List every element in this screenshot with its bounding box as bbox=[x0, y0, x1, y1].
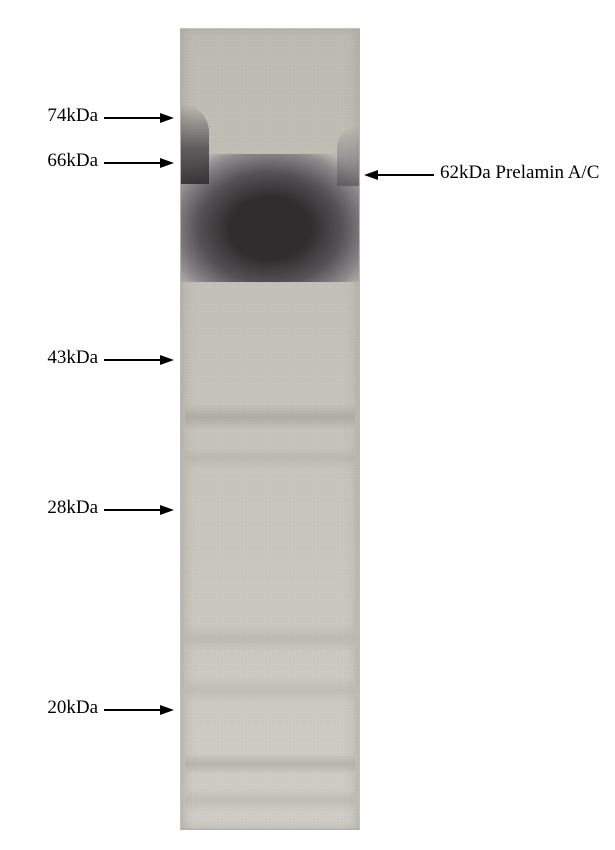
mw-marker-label: 74kDa bbox=[47, 105, 98, 127]
mw-marker-label: 28kDa bbox=[47, 497, 98, 519]
band-band-below-20 bbox=[185, 789, 355, 811]
arrow-right-icon bbox=[104, 502, 176, 518]
band-band-mid-2 bbox=[185, 677, 355, 703]
target-band-label: 62kDa Prelamin A/C bbox=[440, 162, 599, 184]
band-tail-right bbox=[337, 126, 359, 186]
mw-marker-label: 43kDa bbox=[47, 347, 98, 369]
band-tail-left bbox=[181, 104, 209, 184]
arrow-right-icon bbox=[104, 702, 176, 718]
arrow-right-icon bbox=[104, 155, 176, 171]
gel-lane bbox=[180, 28, 360, 830]
arrow-right-icon bbox=[104, 110, 176, 126]
band-band-43 bbox=[185, 404, 355, 430]
mw-marker-label: 20kDa bbox=[47, 697, 98, 719]
band-band-mid-1 bbox=[185, 624, 355, 652]
band-band-below-43 bbox=[185, 447, 355, 469]
mw-marker-label: 66kDa bbox=[47, 150, 98, 172]
band-main-blob bbox=[181, 154, 359, 282]
arrow-left-icon bbox=[364, 167, 436, 183]
band-band-20 bbox=[185, 754, 355, 774]
western-blot-figure: 74kDa 66kDa 43kDa 28kDa 20kDa 62kDa Prelamin … bbox=[0, 0, 615, 850]
arrow-right-icon bbox=[104, 352, 176, 368]
